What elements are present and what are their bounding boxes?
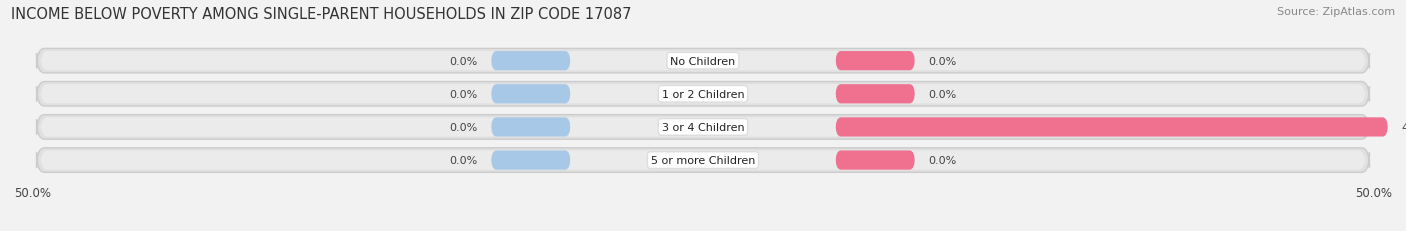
Text: 41.7%: 41.7% — [1402, 122, 1406, 132]
FancyBboxPatch shape — [491, 118, 571, 137]
FancyBboxPatch shape — [835, 85, 915, 104]
FancyBboxPatch shape — [491, 151, 571, 170]
Text: 1 or 2 Children: 1 or 2 Children — [662, 89, 744, 99]
Text: 0.0%: 0.0% — [450, 122, 478, 132]
FancyBboxPatch shape — [835, 52, 915, 71]
FancyBboxPatch shape — [37, 49, 1369, 74]
FancyBboxPatch shape — [41, 118, 1365, 137]
Text: 0.0%: 0.0% — [450, 155, 478, 165]
FancyBboxPatch shape — [835, 151, 915, 170]
Text: Source: ZipAtlas.com: Source: ZipAtlas.com — [1277, 7, 1395, 17]
FancyBboxPatch shape — [37, 115, 1369, 140]
FancyBboxPatch shape — [37, 82, 1369, 106]
FancyBboxPatch shape — [41, 151, 1365, 170]
Text: 50.0%: 50.0% — [14, 186, 51, 199]
Text: 0.0%: 0.0% — [928, 56, 956, 66]
FancyBboxPatch shape — [37, 148, 1369, 173]
FancyBboxPatch shape — [491, 52, 571, 71]
Text: 0.0%: 0.0% — [450, 89, 478, 99]
Text: 0.0%: 0.0% — [450, 56, 478, 66]
Text: 3 or 4 Children: 3 or 4 Children — [662, 122, 744, 132]
Text: 0.0%: 0.0% — [928, 89, 956, 99]
FancyBboxPatch shape — [41, 52, 1365, 71]
Legend: Single Father, Single Mother: Single Father, Single Mother — [593, 228, 813, 231]
Text: 50.0%: 50.0% — [1355, 186, 1392, 199]
FancyBboxPatch shape — [491, 85, 571, 104]
Text: 5 or more Children: 5 or more Children — [651, 155, 755, 165]
FancyBboxPatch shape — [41, 85, 1365, 104]
FancyBboxPatch shape — [835, 118, 1388, 137]
Text: No Children: No Children — [671, 56, 735, 66]
Text: 0.0%: 0.0% — [928, 155, 956, 165]
Text: INCOME BELOW POVERTY AMONG SINGLE-PARENT HOUSEHOLDS IN ZIP CODE 17087: INCOME BELOW POVERTY AMONG SINGLE-PARENT… — [11, 7, 631, 22]
